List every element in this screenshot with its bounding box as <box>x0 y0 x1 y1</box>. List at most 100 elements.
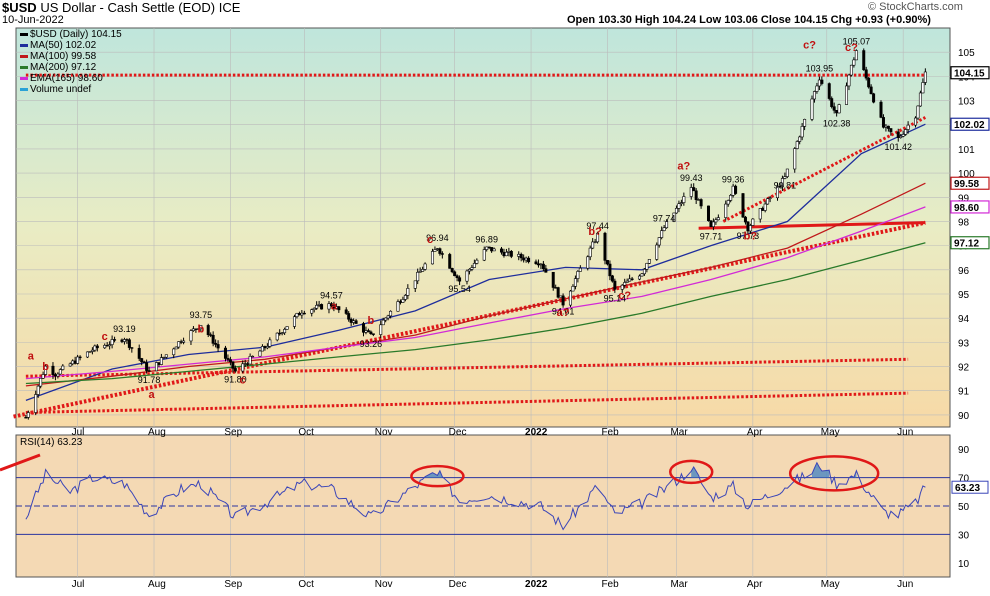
price-candle <box>105 345 109 347</box>
price-candle <box>440 253 444 255</box>
series-ema165 <box>25 206 926 380</box>
y-tick-label: 105 <box>958 48 975 59</box>
x-tick-label-rsi: Jun <box>897 579 913 590</box>
price-label: 101.42 <box>884 142 912 152</box>
price-candle <box>103 345 107 349</box>
price-candle <box>36 385 40 395</box>
price-candle <box>191 328 195 331</box>
price-candle <box>243 363 247 365</box>
price-candle <box>509 251 513 257</box>
price-candle <box>625 280 629 283</box>
price-candle <box>159 357 163 365</box>
price-candle <box>472 263 476 268</box>
price-candle <box>147 370 151 372</box>
y-tick-label: 91 <box>958 387 970 398</box>
trend-lines <box>0 73 927 472</box>
price-candle <box>677 203 681 209</box>
price-series <box>24 48 927 420</box>
price-candle <box>448 254 452 269</box>
axis-value-tags: 63.23 104.15 102.02 99.58 98.60 97.12 <box>950 66 990 494</box>
price-candle <box>605 260 609 265</box>
price-candle <box>300 312 304 316</box>
y-tick-label: 94 <box>958 314 970 325</box>
rsi-highlight-circle <box>410 464 465 488</box>
price-candle <box>586 256 590 269</box>
rsi-last-tag: 63.23 <box>955 483 980 494</box>
series-ma200 <box>25 242 926 385</box>
legend-item-price: $USD (Daily) 104.15 <box>20 29 122 40</box>
price-candle <box>502 251 506 257</box>
price-candle <box>58 369 62 375</box>
wave-label: b <box>197 324 204 336</box>
price-candle <box>830 98 834 107</box>
axis-value-tag-bg <box>950 200 990 214</box>
price-candle <box>608 263 612 277</box>
exchange: ICE <box>218 0 241 15</box>
price-candle <box>800 126 804 138</box>
trendline-support-97.7 <box>698 221 926 230</box>
price-candle <box>455 275 459 279</box>
price-candle <box>812 91 816 100</box>
price-candle <box>768 197 772 199</box>
price-candle <box>623 282 627 286</box>
rsi-overbought-fill <box>425 470 443 478</box>
price-candle <box>423 263 427 270</box>
price-candle <box>485 246 489 250</box>
price-candle <box>628 278 632 282</box>
legend-price-text: $USD (Daily) 104.15 <box>30 29 122 40</box>
price-candle <box>283 329 287 334</box>
wave-label: b? <box>588 226 602 238</box>
price-candle <box>706 205 710 222</box>
legend-volume-text: Volume undef <box>30 84 92 95</box>
price-candle <box>179 341 183 343</box>
wave-label: b <box>42 361 49 373</box>
wave-label: a <box>28 350 35 362</box>
price-candle <box>886 125 890 129</box>
price-candle <box>381 319 385 326</box>
price-candle <box>280 332 284 334</box>
price-candle <box>692 187 696 192</box>
open-value: 103.30 <box>598 14 632 26</box>
y-tick-label: 96 <box>958 266 970 277</box>
price-candle <box>312 307 316 310</box>
x-tick-label-rsi: Oct <box>298 579 314 590</box>
price-candle <box>127 339 131 348</box>
price-candle <box>214 343 218 345</box>
price-candle <box>386 315 390 319</box>
price-candle <box>315 305 319 309</box>
price-candle <box>418 271 422 273</box>
price-candle <box>88 351 92 353</box>
price-candle <box>499 248 503 253</box>
price-candle <box>642 269 646 275</box>
price-candle <box>832 106 836 111</box>
price-label: 102.38 <box>823 119 851 129</box>
price-candle <box>761 208 765 211</box>
price-candle <box>827 83 831 99</box>
price-candle <box>901 134 905 137</box>
x-tick-label-rsi: Nov <box>375 579 393 590</box>
price-label: 91.80 <box>224 374 247 384</box>
price-candle <box>199 325 203 330</box>
price-candle <box>482 249 486 261</box>
price-candle <box>758 208 762 220</box>
price-candle <box>317 304 321 306</box>
price-candle <box>716 217 720 221</box>
price-candle <box>785 168 789 177</box>
price-candle <box>576 271 580 279</box>
price-candle <box>620 284 624 290</box>
price-candle <box>561 295 565 306</box>
price-candle <box>517 253 521 257</box>
price-candle <box>596 232 600 243</box>
axis-ticks: 90919293949596979899100101102103104105Ju… <box>72 48 976 590</box>
price-candle <box>524 257 528 261</box>
price-candle <box>711 221 715 227</box>
price-label: 99.81 <box>774 181 797 191</box>
price-candle <box>113 339 117 341</box>
x-tick-label-rsi: May <box>821 579 840 590</box>
price-candle <box>206 325 210 335</box>
price-candle <box>416 271 420 282</box>
open-label: Open <box>567 14 596 26</box>
price-candle <box>265 346 269 349</box>
price-label: 99.36 <box>722 175 745 185</box>
price-candle <box>396 301 400 312</box>
